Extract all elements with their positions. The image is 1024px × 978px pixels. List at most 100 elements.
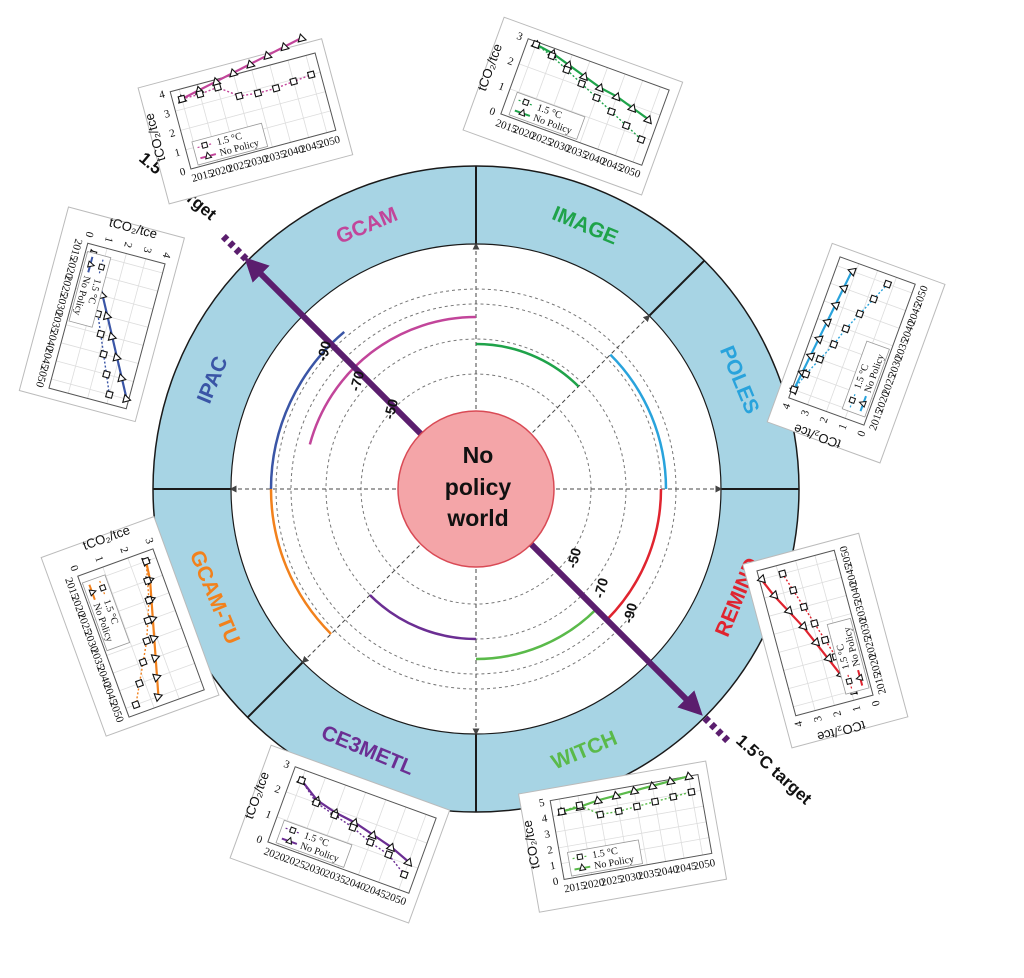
square-marker (297, 775, 307, 785)
triangle-marker (107, 331, 118, 341)
y-tick: 4 (792, 719, 805, 728)
legend-square (98, 584, 107, 592)
y-tick: 2 (831, 709, 844, 717)
series-policy (135, 561, 150, 705)
square-marker (134, 678, 145, 688)
grid-h (87, 253, 127, 399)
triangle-marker (578, 71, 588, 82)
x-tick: 2020 (208, 163, 233, 180)
x-tick: 2030 (857, 616, 874, 641)
inset-legend: 1.5 °CNo Policy (68, 250, 112, 328)
x-tick: 2045 (299, 138, 324, 155)
triangle-marker (810, 636, 821, 647)
x-tick: 2035 (263, 148, 288, 165)
y-tick: 4 (158, 88, 167, 101)
triangle-marker (813, 335, 824, 345)
x-tick: 2015 (872, 671, 889, 696)
x-tick: 2020 (62, 256, 79, 281)
legend-square (848, 396, 857, 405)
triangle-marker (823, 652, 833, 663)
y-tick: 0 (67, 564, 80, 574)
y-tick: 3 (812, 714, 825, 723)
triangle-marker (805, 352, 816, 362)
inset-frame (40, 515, 220, 737)
legend-box (68, 250, 112, 328)
y-tick: 1 (837, 422, 850, 431)
legend-square (521, 98, 530, 107)
square-marker (330, 810, 340, 820)
y-tick: 1 (92, 555, 105, 564)
inset-frame (229, 744, 451, 924)
grid-v (632, 785, 648, 865)
triangle-marker (768, 589, 779, 600)
square-marker (841, 324, 851, 334)
square-marker (234, 91, 244, 101)
square-marker (799, 602, 809, 612)
model-inset-charts: 2015202020252030203520402045205001234tCO… (18, 16, 946, 924)
square-marker (621, 120, 631, 131)
plot-box (756, 549, 874, 717)
square-marker (177, 94, 187, 104)
x-tick: 2045 (842, 562, 859, 587)
y-tick: 3 (515, 30, 525, 43)
y-tick: 0 (855, 429, 868, 439)
triangle-marker (263, 50, 273, 61)
legend-triangle (855, 673, 864, 681)
x-tick: 2015 (190, 168, 215, 185)
grid-h (102, 566, 155, 709)
legend-triangle (284, 836, 293, 845)
square-marker (575, 801, 584, 810)
triangle-marker (593, 795, 604, 805)
y-tick: 3 (799, 408, 812, 418)
square-marker (213, 83, 222, 92)
inset-poles: 2015202020252030203520402045205001234tCO… (766, 242, 946, 464)
grid-h (180, 91, 326, 131)
legend-triangle (205, 151, 213, 160)
legend-box (81, 574, 131, 652)
triangle-marker (626, 103, 637, 114)
triangle-marker (102, 310, 113, 321)
triangle-marker (611, 91, 621, 102)
inset-gcam-tu: 201520202025203020352040204520500123tCO₂… (40, 515, 220, 737)
x-tick: 2025 (600, 873, 624, 889)
square-marker (195, 89, 205, 99)
square-marker (365, 837, 375, 847)
center-line2: policy (445, 474, 512, 500)
square-marker (141, 556, 151, 566)
inset-image: 201520202025203020352040204520500123tCO₂… (462, 16, 684, 196)
square-marker (102, 370, 111, 379)
square-marker (143, 615, 153, 626)
square-marker (687, 787, 696, 797)
x-tick: 2020 (867, 653, 884, 678)
square-marker (311, 798, 321, 808)
triangle-marker (149, 634, 160, 645)
plot-box (169, 52, 337, 170)
y-tick: 0 (870, 699, 883, 708)
ring-labels-se: -50 -70 -90 (563, 546, 640, 625)
square-marker (348, 822, 358, 833)
triangle-marker (756, 573, 767, 584)
y-tick: 0 (179, 166, 188, 179)
square-marker (577, 79, 587, 89)
grid-h (825, 270, 879, 412)
square-marker (636, 134, 646, 145)
y-tick: 3 (282, 758, 292, 771)
grid-h (555, 805, 704, 833)
grid-v (632, 86, 661, 163)
y-tick: 2 (273, 783, 282, 796)
x-tick: 2035 (48, 310, 65, 335)
grid-h (558, 821, 707, 849)
legend-square (97, 263, 106, 271)
x-tick: 2030 (619, 870, 643, 886)
legend-square (288, 826, 297, 835)
legend-policy-label: 1.5 °C (591, 846, 619, 861)
y-tick: 2 (546, 844, 554, 857)
y-tick: 1 (102, 235, 115, 243)
grid-h (106, 258, 147, 404)
target-dash-nw (219, 232, 249, 262)
square-marker (271, 83, 281, 93)
square-marker (399, 869, 409, 880)
square-marker (789, 385, 799, 395)
y-tick: 3 (140, 246, 153, 255)
plot-box (267, 766, 437, 894)
